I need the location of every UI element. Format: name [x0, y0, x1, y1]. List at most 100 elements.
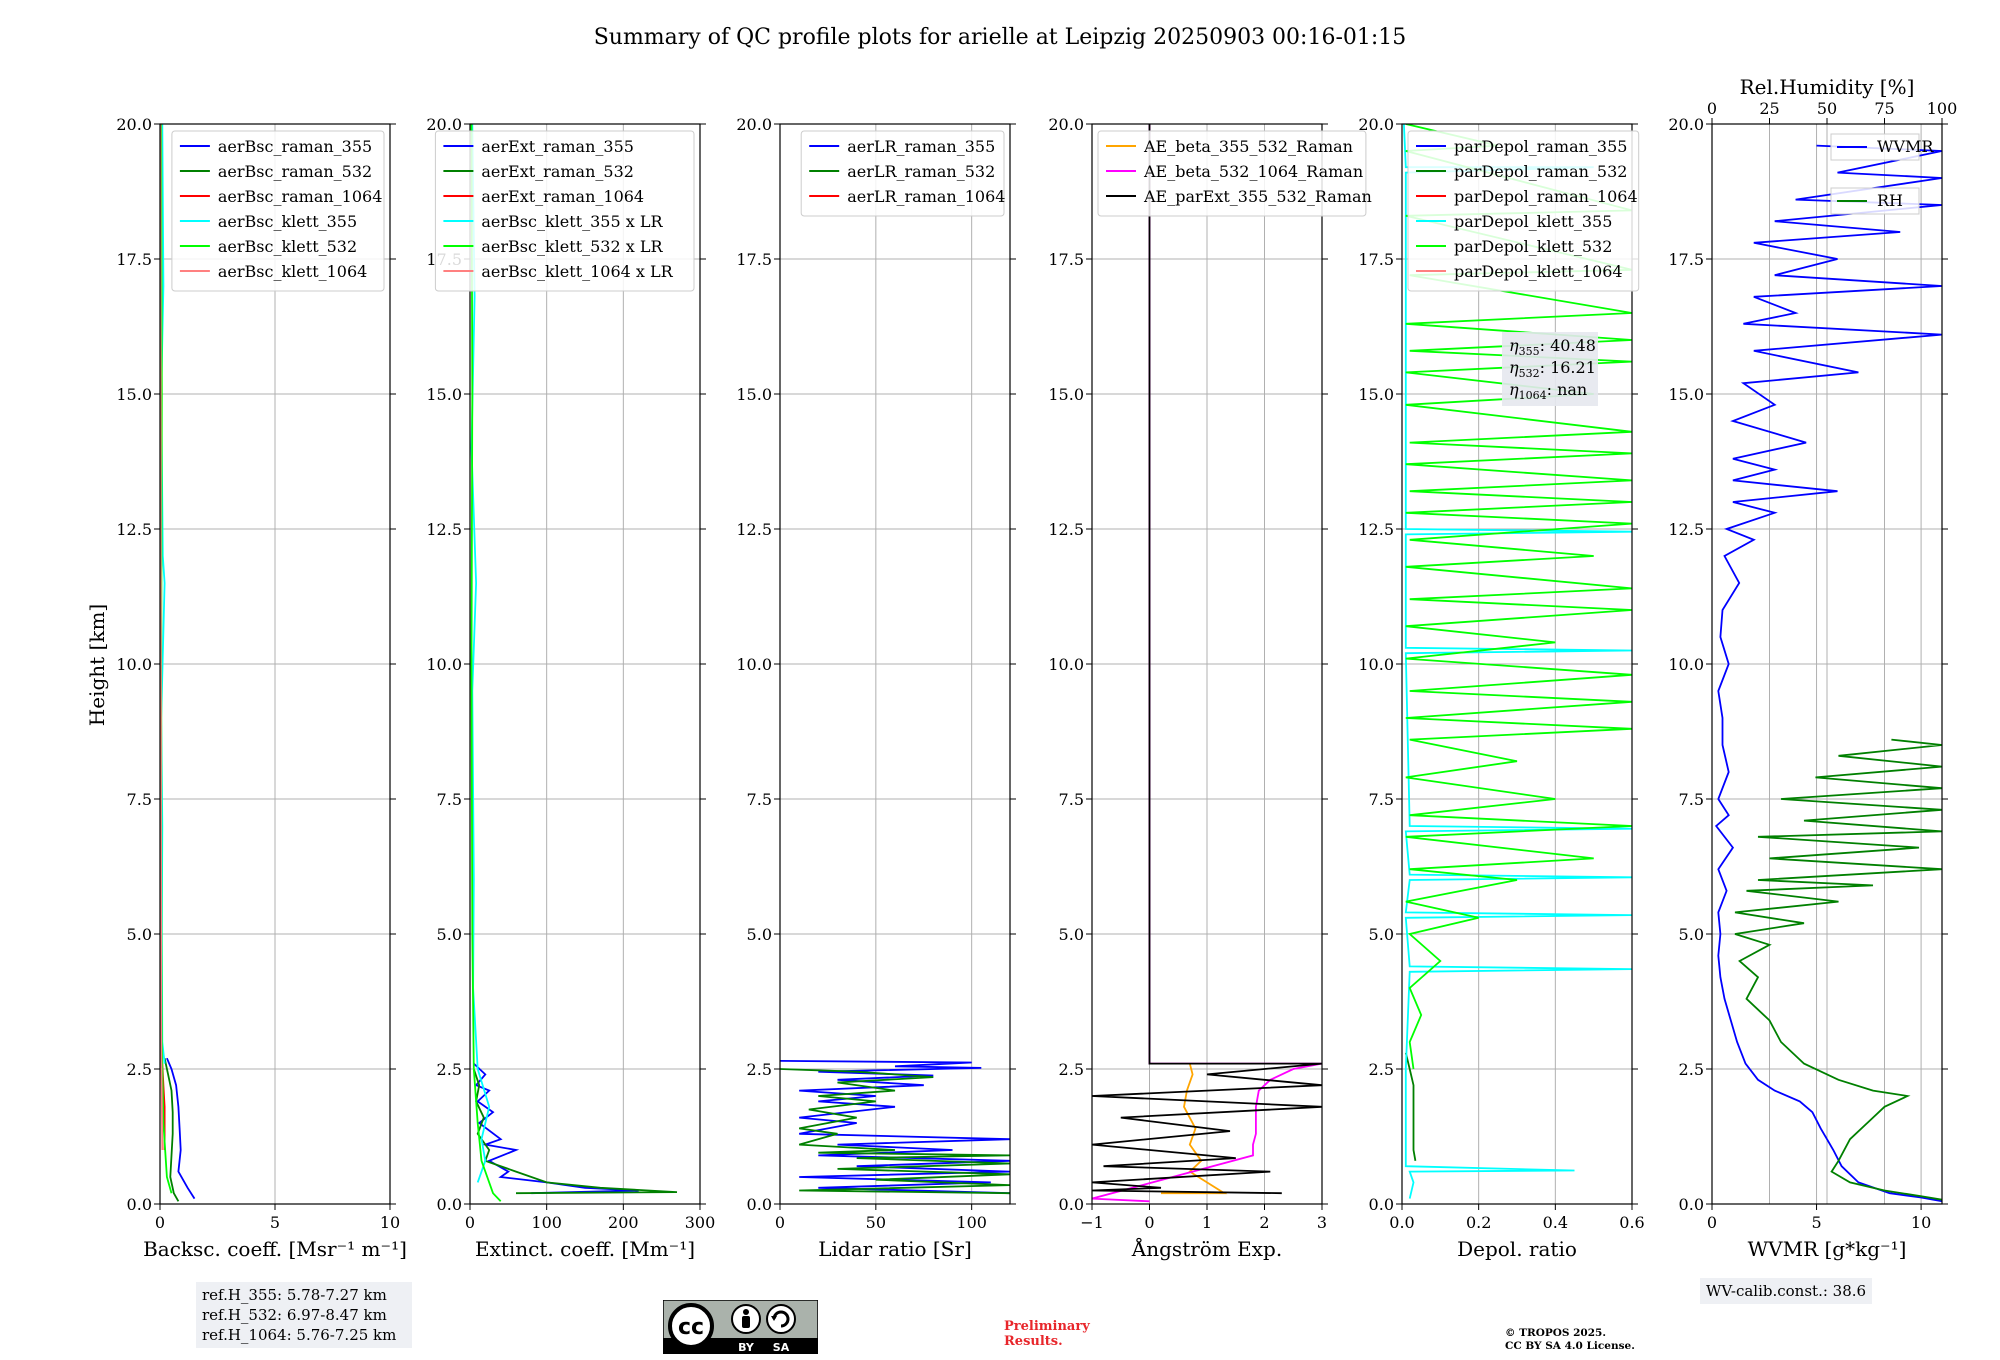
x-axis-label: Ångström Exp.: [1131, 1236, 1282, 1261]
series-aerBsc_raman_355: [166, 1057, 196, 1200]
xtick-label: 0.6: [1619, 1213, 1644, 1232]
copyright-note: © TROPOS 2025. CC BY SA 4.0 License.: [1505, 1327, 1635, 1353]
legend-label: aerBsc_klett_532: [218, 237, 357, 256]
series-parDepol_raman_532: [1404, 1052, 1417, 1161]
panel-ext: 0.02.55.07.510.012.515.017.520.001002003…: [426, 115, 715, 1261]
legend-label: WVMR: [1877, 137, 1934, 156]
legend-label: parDepol_klett_1064: [1454, 262, 1623, 281]
legend-label: parDepol_klett_355: [1454, 212, 1612, 231]
ytick-label: 20.0: [426, 115, 462, 134]
legend-box: [1097, 130, 1367, 217]
series-WVMR: [1714, 144, 1942, 1203]
xtick-label: 5: [270, 1213, 280, 1232]
eta-box: [1502, 332, 1598, 406]
ref-height-355: ref.H_355: 5.78-7.27 km: [202, 1286, 387, 1304]
series-parDepol_klett_355: [1403, 124, 1632, 1199]
legend-label: aerBsc_klett_355: [218, 212, 357, 231]
legend-label: aerBsc_klett_532 x LR: [481, 237, 663, 256]
series-aerBsc_klett_532 x LR: [470, 124, 502, 1202]
x-axis-label: Depol. ratio: [1457, 1237, 1577, 1261]
legend-label: parDepol_klett_532: [1454, 237, 1612, 256]
ytick-label: 5.0: [127, 925, 152, 944]
ytick-label: 10.0: [116, 655, 152, 674]
xtick-label: 0: [775, 1213, 785, 1232]
ytick-label: 7.5: [747, 790, 772, 809]
ytick-label: 15.0: [1358, 385, 1394, 404]
ytick-label: 2.5: [437, 1060, 462, 1079]
legend-label: parDepol_raman_532: [1454, 162, 1627, 181]
ytick-label: 0.0: [127, 1195, 152, 1214]
sa-text: SA: [773, 1341, 790, 1354]
ytick-label: 0.0: [1679, 1195, 1704, 1214]
eta-label: η532: 16.21: [1509, 358, 1596, 380]
ytick-label: 5.0: [1369, 925, 1394, 944]
ytick-label: 0.0: [1369, 1195, 1394, 1214]
cc-by-sa-badge[interactable]: cc BY SA: [663, 1300, 818, 1354]
x2tick-label: 100: [1927, 99, 1958, 118]
preliminary-note: Preliminary Results.: [1004, 1319, 1090, 1349]
x-axis-label: Extinct. coeff. [Mm⁻¹]: [475, 1237, 695, 1261]
xtick-label: 100: [956, 1213, 987, 1232]
ytick-label: 7.5: [437, 790, 462, 809]
xtick-label: 200: [608, 1213, 639, 1232]
x2tick-label: 50: [1817, 99, 1837, 118]
ytick-label: 20.0: [1668, 115, 1704, 134]
legend-label: AE_parExt_355_532_Raman: [1143, 187, 1372, 206]
series-group: [160, 124, 196, 1202]
series-aerBsc_raman_532: [163, 1058, 180, 1202]
series-AE_beta_355_532_Raman: [1161, 1063, 1228, 1195]
series-aerLR_raman_355: [780, 1060, 1010, 1195]
x2tick-label: 75: [1874, 99, 1894, 118]
ytick-label: 15.0: [116, 385, 152, 404]
legend-label: aerBsc_klett_1064 x LR: [481, 262, 673, 281]
series-aerBsc_klett_1064: [160, 124, 164, 1151]
xtick-label: 50: [866, 1213, 886, 1232]
ytick-label: 5.0: [747, 925, 772, 944]
ytick-label: 17.5: [116, 250, 152, 269]
legend-label: parDepol_raman_355: [1454, 137, 1627, 156]
ytick-label: 15.0: [1668, 385, 1704, 404]
ref-height-532: ref.H_532: 6.97-8.47 km: [202, 1306, 387, 1324]
copyright-line-2: CC BY SA 4.0 License.: [1505, 1340, 1635, 1352]
ytick-label: 12.5: [1358, 520, 1394, 539]
ytick-label: 5.0: [1059, 925, 1084, 944]
panel-dep: 0.0 2.5 5.0 7.5 10.0 12.5 15.0 17.5 20.0 0.0 0.2 0.…: [1358, 115, 1644, 1261]
ytick-label: 2.5: [747, 1060, 772, 1079]
xtick-label: 2: [1259, 1213, 1269, 1232]
eta-label: η1064: nan: [1509, 380, 1587, 402]
ytick-label: 2.5: [127, 1060, 152, 1079]
ytick-label: 0.0: [1059, 1195, 1084, 1214]
eta-label: η355: 40.48: [1509, 336, 1596, 358]
legend-box: [1407, 130, 1640, 292]
ytick-label: 15.0: [736, 385, 772, 404]
x-axis-label: Lidar ratio [Sr]: [818, 1237, 972, 1261]
cc-text: cc: [678, 1315, 704, 1340]
xtick-label: 10: [1911, 1213, 1931, 1232]
ytick-label: 2.5: [1679, 1060, 1704, 1079]
legend-label: aerBsc_klett_1064: [218, 262, 367, 281]
xtick-label: 0.0: [1389, 1213, 1414, 1232]
x-axis-label: WVMR [g*kg⁻¹]: [1748, 1237, 1907, 1261]
legend-label: aerLR_raman_355: [847, 137, 995, 156]
legend-label: aerBsc_klett_355 x LR: [481, 212, 663, 231]
preliminary-line-2: Results.: [1004, 1334, 1063, 1349]
legend-box: [800, 130, 1005, 217]
ytick-label: 7.5: [1679, 790, 1704, 809]
legend-label: aerLR_raman_1064: [847, 187, 1005, 206]
ytick-label: 15.0: [1048, 385, 1084, 404]
ytick-label: 10.0: [1668, 655, 1704, 674]
legend-box: [434, 130, 695, 292]
legend-label: aerExt_raman_1064: [481, 187, 644, 206]
ytick-label: 7.5: [127, 790, 152, 809]
ytick-label: 7.5: [1059, 790, 1084, 809]
ytick-label: 20.0: [1048, 115, 1084, 134]
x-axis-label: Backsc. coeff. [Msr⁻¹ m⁻¹]: [143, 1237, 407, 1261]
ytick-label: 15.0: [426, 385, 462, 404]
ytick-label: 20.0: [1358, 115, 1394, 134]
x2tick-label: 25: [1759, 99, 1779, 118]
x2-axis-label: Rel.Humidity [%]: [1740, 75, 1915, 99]
by-text: BY: [738, 1341, 755, 1354]
legend-label: aerExt_raman_355: [481, 137, 634, 156]
legend-label: aerExt_raman_532: [481, 162, 634, 181]
xtick-label: 0.2: [1466, 1213, 1491, 1232]
